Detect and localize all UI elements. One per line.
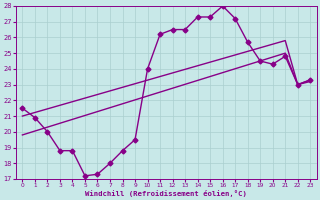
X-axis label: Windchill (Refroidissement éolien,°C): Windchill (Refroidissement éolien,°C) (85, 190, 247, 197)
